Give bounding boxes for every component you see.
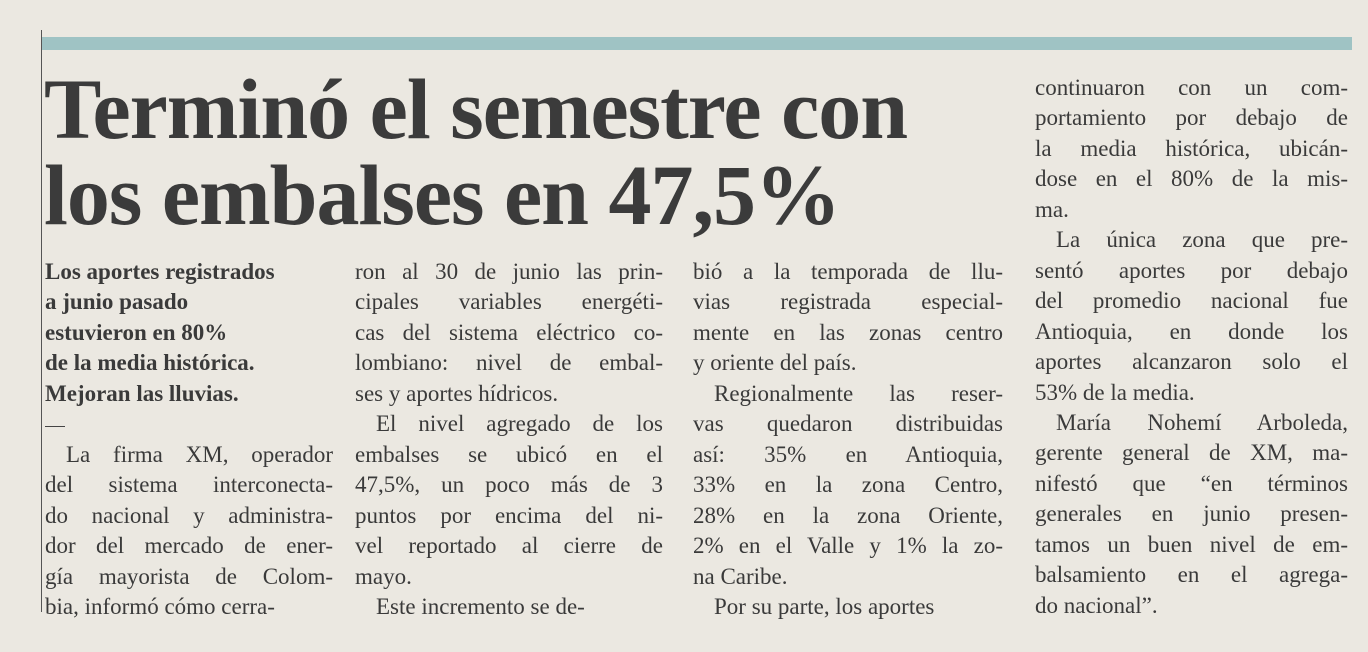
headline: Terminó el semestre con (44, 61, 908, 157)
body-line: cas del sistema eléctrico co- (355, 319, 663, 345)
body-line: y oriente del país. (693, 350, 857, 376)
body-line: así: 35% en Antioquia, (693, 441, 1003, 467)
body-line: portamiento por debajo de (1035, 105, 1348, 131)
top-bar (42, 37, 1352, 50)
body-line: cipales variables energéti- (355, 289, 663, 315)
body-line: tamos un buen nivel de em- (1035, 531, 1348, 557)
body-line: dor del mercado de ener- (45, 533, 333, 559)
body-line: del promedio nacional fue (1035, 288, 1348, 314)
body-line: embalses se ubicó en el (355, 441, 663, 467)
body-line: 28% en la zona Oriente, (693, 502, 1003, 528)
lead-line: a junio pasado (45, 289, 189, 315)
body-line: ma. (1035, 196, 1069, 222)
body-line: Por su parte, los aportes (714, 593, 935, 619)
body-line: 53% de la media. (1035, 379, 1195, 405)
body-line: gía mayorista de Colom- (45, 563, 333, 589)
lead-rule (45, 426, 65, 427)
body-line: do nacional”. (1035, 592, 1158, 618)
body-line: vel reportado al cierre de (355, 533, 663, 559)
body-line: Antioquia, en donde los (1035, 318, 1348, 344)
body-line: del sistema interconecta- (45, 472, 333, 498)
body-line: generales en junio presen- (1035, 501, 1348, 527)
headline: los embalses en 47,5% (44, 147, 841, 243)
body-line: dose en el 80% de la mis- (1035, 166, 1348, 192)
body-line: aportes alcanzaron solo el (1035, 349, 1348, 375)
body-line: mayo. (355, 563, 412, 589)
body-line: bia, informó cómo cerra- (45, 594, 275, 620)
lead-line: Mejoran las lluvias. (45, 380, 239, 406)
body-line: sentó aportes por debajo (1035, 257, 1348, 283)
left-rule (41, 30, 42, 612)
body-line: bió a la temporada de llu- (693, 259, 1003, 284)
body-line: La firma XM, operador (66, 442, 333, 467)
body-line: lombiano: nivel de embal- (355, 350, 663, 376)
body-line: vias registrada especial- (693, 289, 1003, 315)
body-line: nifestó que “en términos (1035, 470, 1348, 496)
body-line: ses y aportes hídricos. (355, 380, 559, 406)
body-line: balsamiento en el agrega- (1035, 562, 1348, 588)
body-line: do nacional y administra- (45, 502, 333, 528)
body-line: La única zona que pre- (1056, 227, 1348, 253)
body-line: 47,5%, un poco más de 3 (355, 472, 663, 498)
body-line: 2% en el Valle y 1% la zo- (693, 533, 1003, 559)
body-line: mente en las zonas centro (693, 319, 1003, 345)
body-line: Regionalmente las reser- (714, 380, 1003, 406)
body-line: puntos por encima del ni- (355, 502, 663, 528)
body-line: Este incremento se de- (376, 593, 585, 619)
lead-line: de la media histórica. (45, 350, 255, 376)
lead-line: Los aportes registrados (45, 259, 275, 284)
body-line: María Nohemí Arboleda, (1056, 409, 1348, 435)
body-line: continuaron con un com- (1035, 75, 1348, 100)
body-line: 33% en la zona Centro, (693, 472, 1003, 498)
body-line: vas quedaron distribuidas (693, 411, 1003, 437)
body-line: la media histórica, ubicán- (1035, 135, 1348, 161)
body-line: El nivel agregado de los (376, 411, 663, 437)
lead-line: estuvieron en 80% (45, 319, 228, 345)
body-line: na Caribe. (693, 563, 788, 589)
body-line: ron al 30 de junio las prin- (355, 259, 663, 284)
body-line: gerente general de XM, ma- (1035, 440, 1348, 466)
